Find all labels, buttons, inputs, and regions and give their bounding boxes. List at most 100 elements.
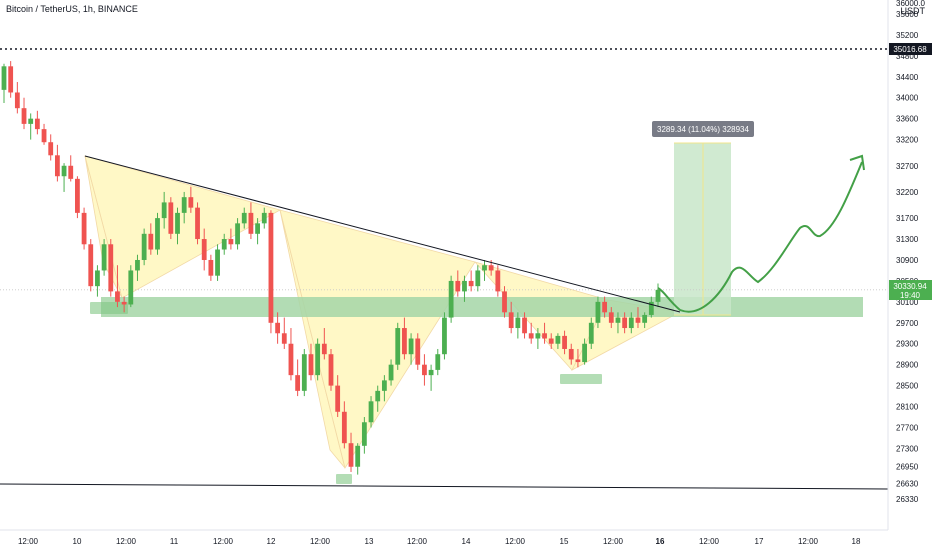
candle-body — [315, 343, 321, 376]
y-tick-label: 31700 — [896, 214, 919, 223]
x-tick-label: 12:00 — [18, 537, 39, 546]
candle-body — [275, 322, 281, 334]
candle-body — [395, 328, 401, 365]
x-tick-label: 10 — [73, 537, 82, 546]
candle-body — [321, 343, 327, 355]
y-tick-label: 35600 — [896, 10, 919, 19]
candle-body — [128, 270, 134, 305]
candle-body — [368, 401, 374, 423]
candle-body — [535, 333, 541, 339]
x-tick-label: 12:00 — [116, 537, 137, 546]
dotted-level-tag — [889, 43, 932, 55]
pattern-shape — [279, 209, 476, 470]
y-tick-label: 26330 — [896, 495, 919, 504]
candle-body — [228, 239, 234, 245]
x-tick-label: 12:00 — [213, 537, 234, 546]
candle-body — [21, 108, 27, 124]
y-tick-label: 36000.0 — [896, 0, 925, 8]
y-tick-label: 28500 — [896, 382, 919, 391]
candle-body — [655, 289, 661, 302]
candle-body — [562, 335, 567, 349]
y-tick-label: 27700 — [896, 423, 919, 432]
candle-body — [141, 233, 147, 260]
y-tick-label: 32700 — [896, 162, 919, 171]
x-tick-label: 11 — [170, 537, 179, 546]
candle-body — [328, 354, 334, 386]
pivot-low-marker — [90, 302, 128, 314]
y-tick-label: 35200 — [896, 31, 919, 40]
descending-trendline — [84, 155, 681, 313]
candle-body — [575, 359, 581, 363]
candle-body — [95, 270, 100, 287]
x-tick-label: 14 — [462, 537, 471, 546]
candle-body — [301, 354, 307, 391]
x-tick-label: 12 — [267, 537, 276, 546]
y-tick-label: 29300 — [896, 340, 919, 349]
candle-body — [488, 265, 494, 271]
candle-body — [161, 202, 167, 219]
measure-label: 3289.34 (11.04%) 328934 — [657, 125, 749, 134]
candle-body — [422, 364, 427, 376]
x-tick-label: 12:00 — [505, 537, 526, 546]
candle-body — [168, 202, 174, 234]
pattern-shape — [84, 155, 282, 299]
candle-body — [402, 328, 407, 355]
candle-body — [88, 244, 94, 287]
candle-body — [208, 259, 214, 276]
y-tick-label: 32200 — [896, 188, 919, 197]
countdown: 19:40 — [900, 291, 921, 300]
candle-body — [475, 270, 481, 287]
candle-body — [68, 165, 74, 179]
candle-body — [101, 244, 107, 271]
candle-body — [248, 212, 254, 234]
y-tick-label: 28900 — [896, 361, 919, 370]
candle-body — [635, 317, 641, 323]
candle-body — [221, 239, 227, 250]
candle-body — [462, 280, 467, 292]
candle-body — [602, 301, 608, 313]
candle-body — [155, 218, 160, 250]
x-tick-label: 18 — [852, 537, 861, 546]
candle-body — [48, 142, 54, 156]
candle-body — [608, 312, 614, 323]
candle-body — [642, 314, 648, 323]
y-tick-label: 30100 — [896, 298, 919, 307]
candle-body — [268, 212, 274, 323]
y-tick-label: 26630 — [896, 480, 919, 489]
x-tick-label: 12:00 — [310, 537, 331, 546]
candle-body — [381, 380, 387, 391]
y-tick-label: 29700 — [896, 319, 919, 328]
current-price-tag — [889, 280, 932, 300]
candle-body — [355, 445, 361, 467]
candle-body — [195, 207, 200, 240]
candle-body — [241, 212, 247, 224]
y-tick-label: 31300 — [896, 235, 919, 244]
candle-body — [408, 338, 414, 355]
candle-body — [181, 197, 187, 213]
candle-body — [468, 280, 474, 287]
y-tick-label: 28100 — [896, 403, 919, 412]
candle-body — [61, 165, 67, 177]
lower-baseline — [0, 483, 889, 490]
candle-body — [622, 317, 628, 329]
candle-body — [595, 301, 601, 323]
candle-body — [495, 270, 501, 292]
x-tick-label: 12:00 — [798, 537, 819, 546]
candle-body — [148, 233, 154, 250]
candle-body — [542, 333, 547, 339]
candle-body — [435, 354, 441, 370]
y-tick-label: 27300 — [896, 444, 919, 453]
candle-body — [295, 375, 301, 391]
candle-body — [555, 335, 561, 344]
candle-body — [582, 343, 587, 363]
x-tick-label: 12:00 — [603, 537, 624, 546]
candle-body — [255, 223, 260, 234]
x-tick-label: 17 — [755, 537, 764, 546]
symbol-title: Bitcoin / TetherUS, 1h, BINANCE — [6, 4, 138, 14]
candle-body — [14, 92, 20, 109]
candle-body — [568, 348, 574, 360]
projection-path — [657, 161, 863, 313]
candle-body — [502, 291, 507, 313]
candle-body — [135, 259, 140, 271]
